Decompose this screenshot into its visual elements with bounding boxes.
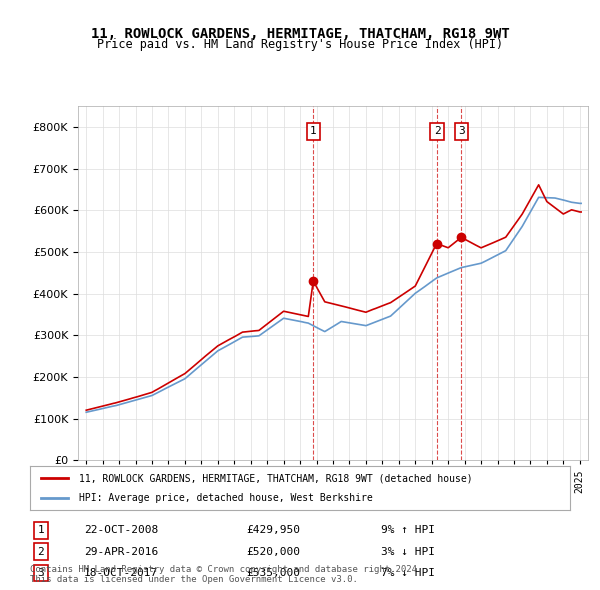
Text: 2: 2: [434, 126, 440, 136]
Text: £535,000: £535,000: [246, 568, 300, 578]
Text: HPI: Average price, detached house, West Berkshire: HPI: Average price, detached house, West…: [79, 493, 373, 503]
Text: 29-APR-2016: 29-APR-2016: [84, 547, 158, 556]
Text: 7% ↓ HPI: 7% ↓ HPI: [381, 568, 435, 578]
Text: 11, ROWLOCK GARDENS, HERMITAGE, THATCHAM, RG18 9WT (detached house): 11, ROWLOCK GARDENS, HERMITAGE, THATCHAM…: [79, 474, 472, 483]
Text: 11, ROWLOCK GARDENS, HERMITAGE, THATCHAM, RG18 9WT: 11, ROWLOCK GARDENS, HERMITAGE, THATCHAM…: [91, 27, 509, 41]
Text: 3: 3: [458, 126, 464, 136]
Text: 9% ↑ HPI: 9% ↑ HPI: [381, 525, 435, 535]
Text: 2: 2: [37, 547, 44, 556]
Text: 1: 1: [310, 126, 317, 136]
Text: 22-OCT-2008: 22-OCT-2008: [84, 525, 158, 535]
Text: £520,000: £520,000: [246, 547, 300, 556]
Text: £429,950: £429,950: [246, 525, 300, 535]
Text: 18-OCT-2017: 18-OCT-2017: [84, 568, 158, 578]
Text: 3% ↓ HPI: 3% ↓ HPI: [381, 547, 435, 556]
Text: 1: 1: [37, 525, 44, 535]
Text: 3: 3: [37, 568, 44, 578]
Text: Contains HM Land Registry data © Crown copyright and database right 2024.
This d: Contains HM Land Registry data © Crown c…: [30, 565, 422, 584]
Text: Price paid vs. HM Land Registry's House Price Index (HPI): Price paid vs. HM Land Registry's House …: [97, 38, 503, 51]
